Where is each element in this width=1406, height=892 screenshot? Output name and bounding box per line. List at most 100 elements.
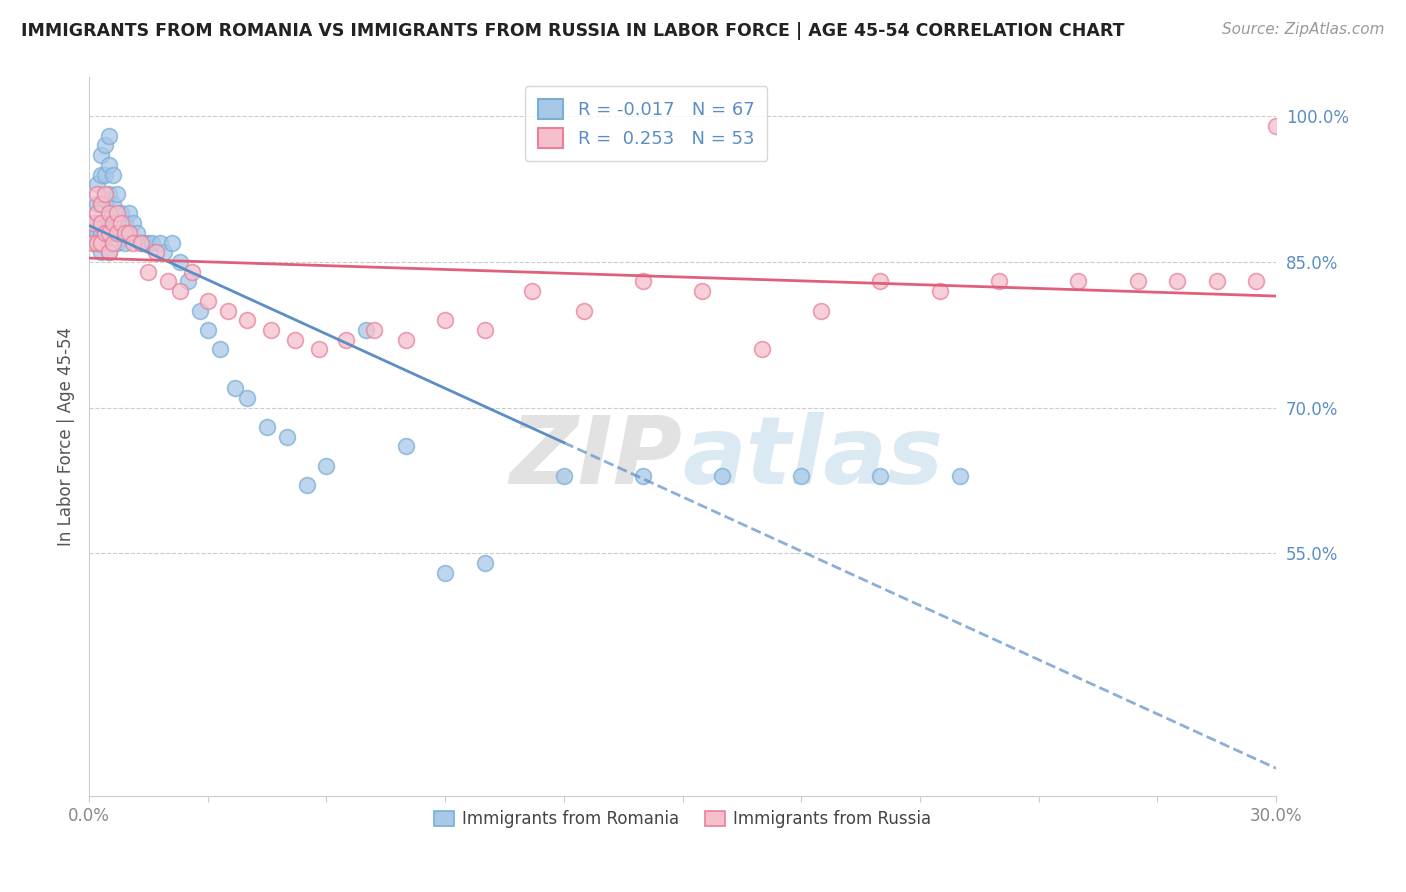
Point bbox=[197, 323, 219, 337]
Point bbox=[97, 158, 120, 172]
Point bbox=[354, 323, 377, 337]
Point bbox=[90, 148, 112, 162]
Point bbox=[692, 284, 714, 298]
Point bbox=[94, 168, 117, 182]
Point bbox=[97, 206, 120, 220]
Point bbox=[110, 226, 132, 240]
Point bbox=[121, 216, 143, 230]
Point bbox=[105, 235, 128, 250]
Point bbox=[101, 168, 124, 182]
Point bbox=[138, 265, 160, 279]
Point bbox=[110, 206, 132, 220]
Point bbox=[94, 186, 117, 201]
Point bbox=[474, 323, 496, 337]
Point bbox=[90, 216, 112, 230]
Point bbox=[101, 235, 124, 250]
Point bbox=[869, 274, 891, 288]
Point bbox=[810, 303, 832, 318]
Point bbox=[188, 303, 211, 318]
Point bbox=[105, 216, 128, 230]
Point bbox=[97, 226, 120, 240]
Point bbox=[631, 468, 654, 483]
Point bbox=[94, 196, 117, 211]
Point bbox=[97, 186, 120, 201]
Point bbox=[86, 178, 108, 192]
Point bbox=[86, 196, 108, 211]
Point bbox=[160, 235, 183, 250]
Point bbox=[1246, 274, 1268, 288]
Point bbox=[276, 430, 298, 444]
Point bbox=[790, 468, 813, 483]
Point bbox=[315, 458, 337, 473]
Point bbox=[90, 196, 112, 211]
Point bbox=[181, 265, 204, 279]
Point bbox=[751, 343, 773, 357]
Point bbox=[105, 206, 128, 220]
Point bbox=[631, 274, 654, 288]
Point bbox=[94, 226, 117, 240]
Point bbox=[82, 226, 104, 240]
Point bbox=[90, 196, 112, 211]
Point bbox=[572, 303, 595, 318]
Point bbox=[82, 235, 104, 250]
Text: Source: ZipAtlas.com: Source: ZipAtlas.com bbox=[1222, 22, 1385, 37]
Point bbox=[86, 226, 108, 240]
Point bbox=[948, 468, 970, 483]
Point bbox=[394, 333, 416, 347]
Point bbox=[256, 420, 278, 434]
Text: IMMIGRANTS FROM ROMANIA VS IMMIGRANTS FROM RUSSIA IN LABOR FORCE | AGE 45-54 COR: IMMIGRANTS FROM ROMANIA VS IMMIGRANTS FR… bbox=[21, 22, 1125, 40]
Point bbox=[157, 274, 180, 288]
Point bbox=[434, 313, 457, 327]
Point bbox=[928, 284, 950, 298]
Point bbox=[1067, 274, 1090, 288]
Point bbox=[117, 226, 139, 240]
Point bbox=[82, 235, 104, 250]
Point bbox=[94, 216, 117, 230]
Point bbox=[114, 226, 136, 240]
Point bbox=[363, 323, 385, 337]
Point bbox=[129, 235, 152, 250]
Point bbox=[217, 303, 239, 318]
Point bbox=[224, 381, 246, 395]
Point bbox=[94, 138, 117, 153]
Point bbox=[553, 468, 575, 483]
Point bbox=[101, 216, 124, 230]
Point bbox=[94, 226, 117, 240]
Point bbox=[117, 226, 139, 240]
Point bbox=[308, 343, 330, 357]
Point bbox=[101, 196, 124, 211]
Point bbox=[134, 235, 156, 250]
Point bbox=[97, 128, 120, 143]
Point bbox=[169, 255, 191, 269]
Point bbox=[105, 186, 128, 201]
Text: atlas: atlas bbox=[682, 412, 943, 504]
Legend: Immigrants from Romania, Immigrants from Russia: Immigrants from Romania, Immigrants from… bbox=[427, 803, 938, 835]
Point bbox=[90, 168, 112, 182]
Point bbox=[260, 323, 283, 337]
Point bbox=[522, 284, 544, 298]
Point bbox=[169, 284, 191, 298]
Point bbox=[117, 206, 139, 220]
Point bbox=[97, 206, 120, 220]
Point bbox=[90, 235, 112, 250]
Point bbox=[90, 216, 112, 230]
Point bbox=[129, 235, 152, 250]
Point bbox=[86, 186, 108, 201]
Point bbox=[434, 566, 457, 580]
Point bbox=[86, 235, 108, 250]
Point bbox=[197, 293, 219, 308]
Point bbox=[114, 235, 136, 250]
Point bbox=[90, 245, 112, 260]
Point bbox=[86, 216, 108, 230]
Point bbox=[97, 245, 120, 260]
Text: ZIP: ZIP bbox=[510, 412, 682, 504]
Point bbox=[335, 333, 357, 347]
Point bbox=[121, 235, 143, 250]
Y-axis label: In Labor Force | Age 45-54: In Labor Force | Age 45-54 bbox=[58, 327, 75, 546]
Point bbox=[295, 478, 318, 492]
Point bbox=[110, 216, 132, 230]
Point bbox=[138, 235, 160, 250]
Point bbox=[90, 235, 112, 250]
Point bbox=[988, 274, 1011, 288]
Point bbox=[1205, 274, 1227, 288]
